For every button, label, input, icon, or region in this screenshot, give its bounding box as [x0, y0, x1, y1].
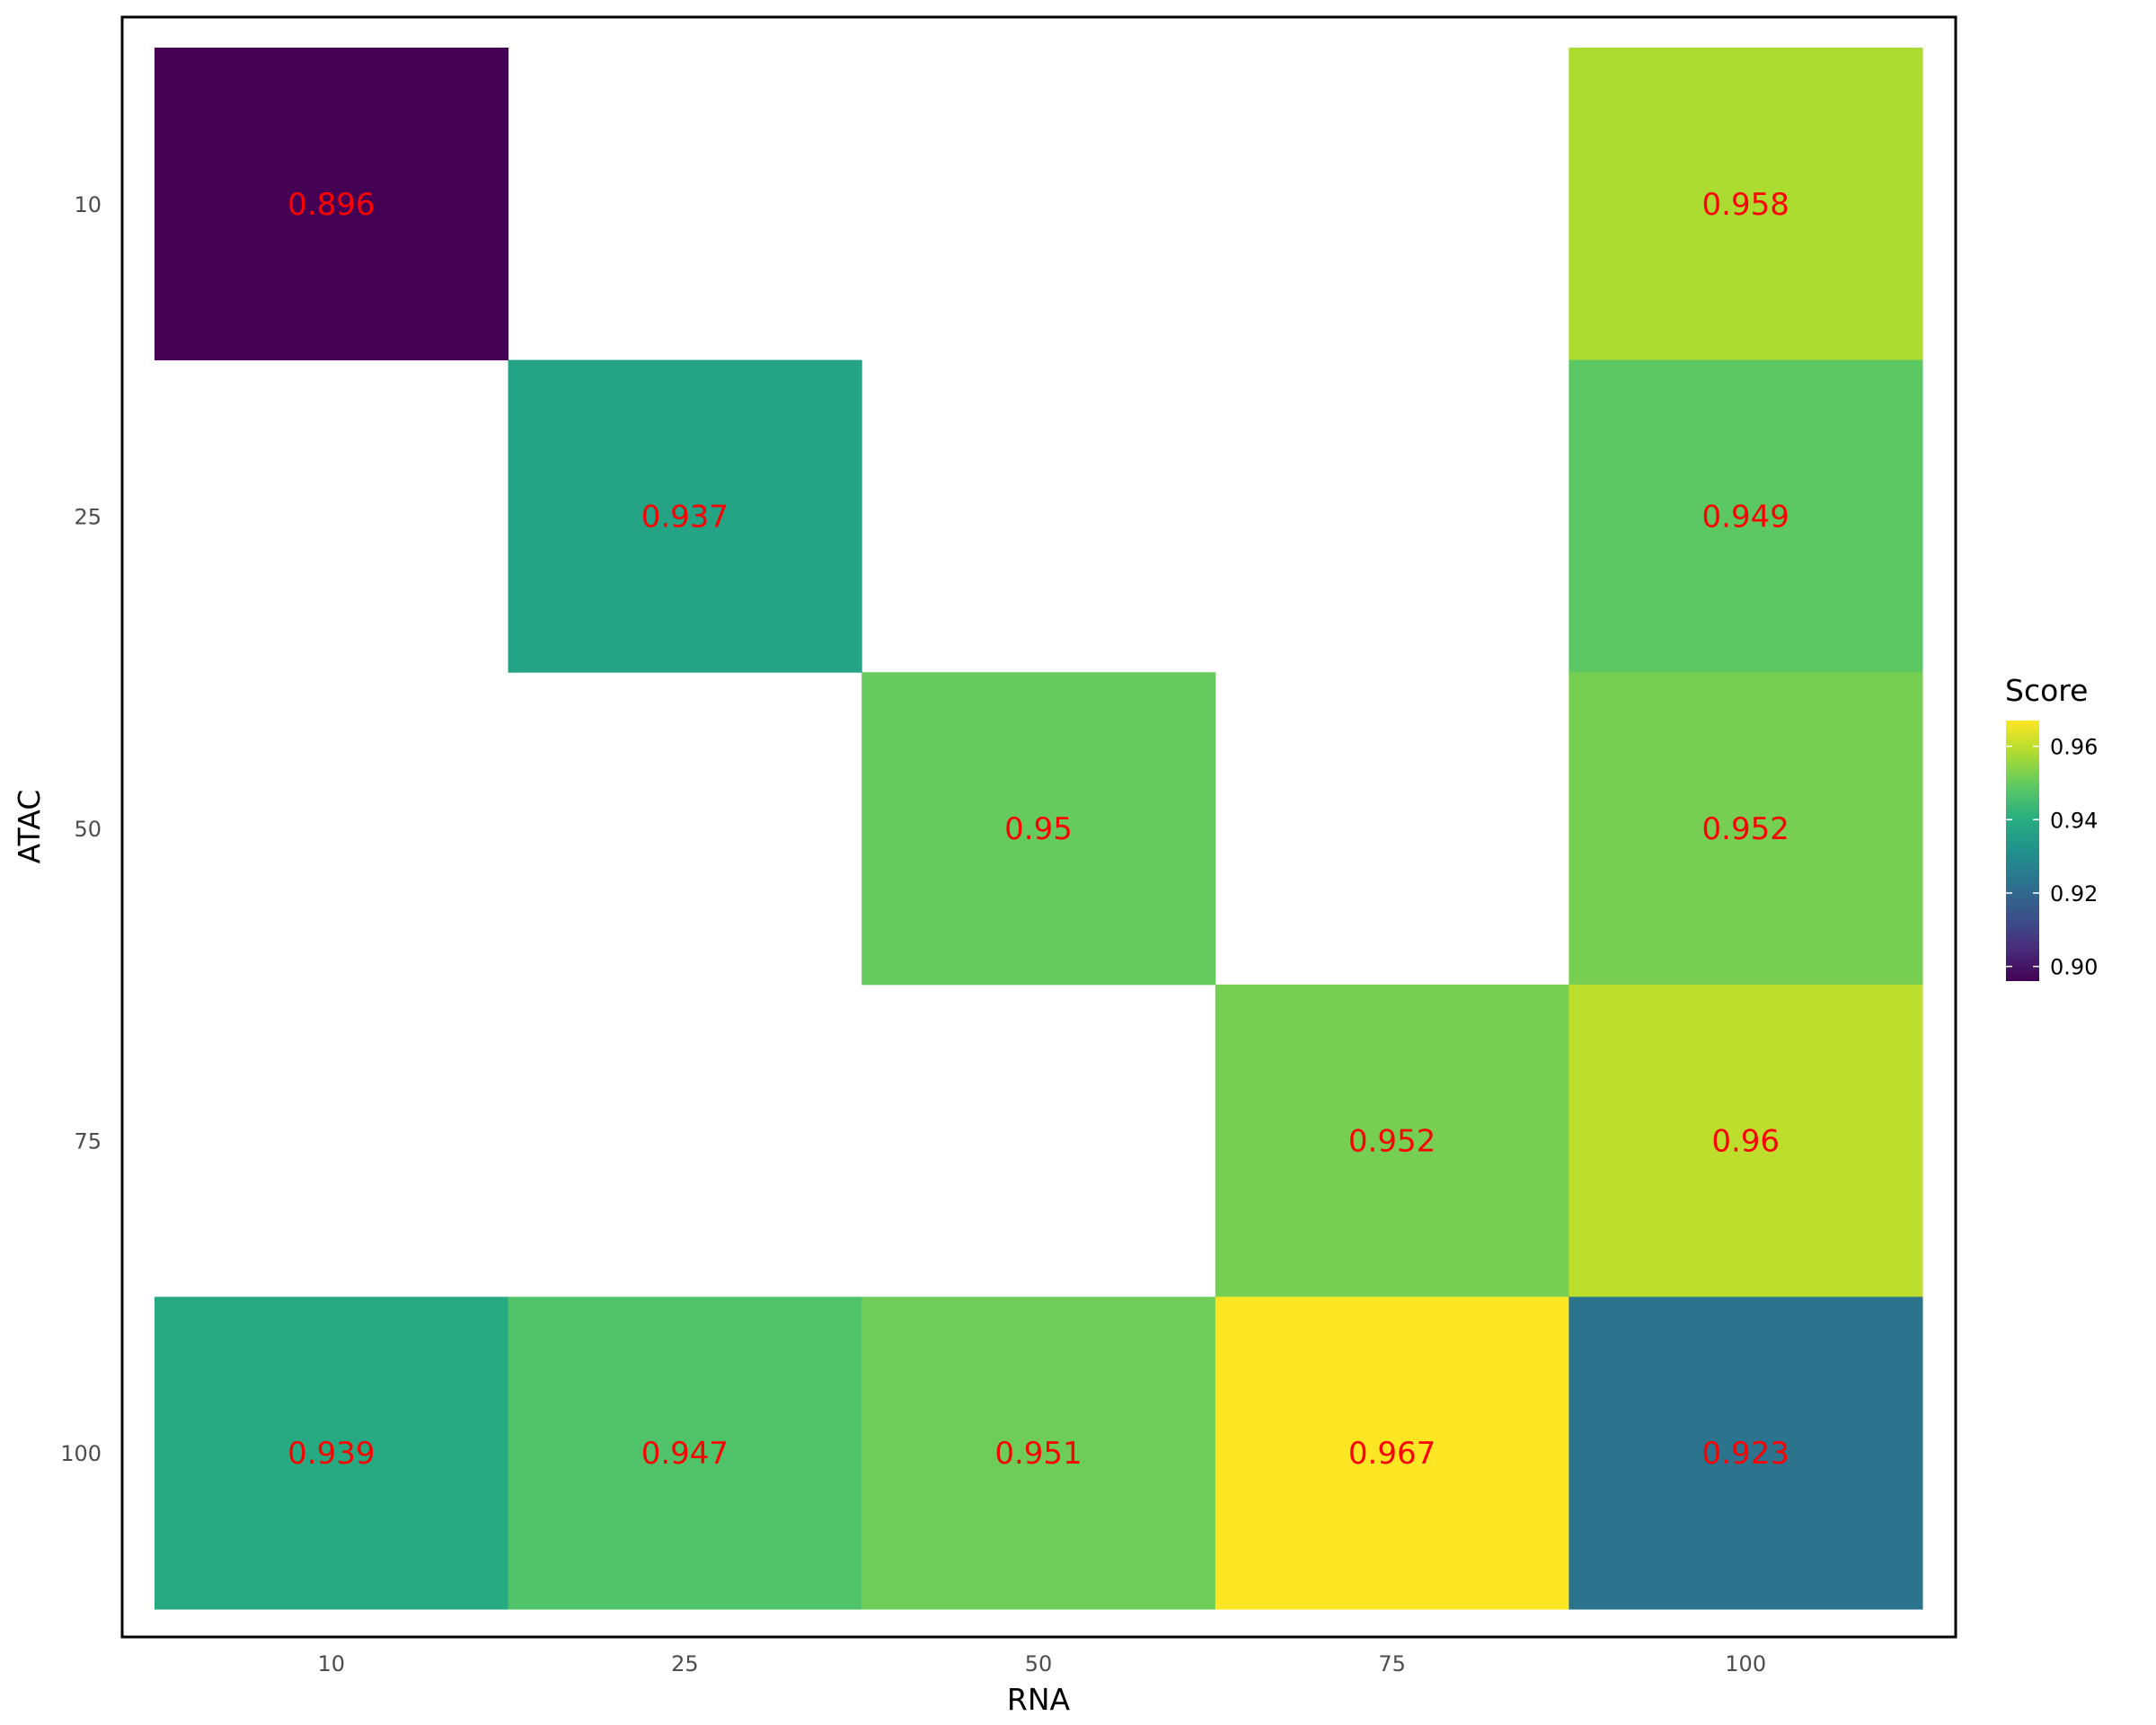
heatmap-cell — [1215, 1296, 1569, 1610]
heatmap-cell — [862, 1296, 1216, 1610]
x-axis-ticks: 10 25 50 75 100 — [318, 1651, 1767, 1676]
heatmap-cell — [1568, 48, 1923, 361]
cell-value-label: 0.952 — [1702, 811, 1789, 847]
x-tick-label: 75 — [1378, 1651, 1406, 1676]
legend-tick-label: 0.92 — [2050, 881, 2098, 907]
heatmap-cell — [1568, 1296, 1923, 1610]
heatmap-cell — [1568, 672, 1923, 986]
cell-value-labels: 0.896 0.958 0.937 0.949 0.95 0.952 0.952 0.96 0.… — [287, 187, 1789, 1472]
heatmap-cell — [862, 672, 1216, 986]
x-axis-title: RNA — [1007, 1682, 1071, 1717]
y-tick-label: 10 — [74, 192, 102, 217]
heatmap-cell — [508, 1296, 862, 1610]
heatmap-cell — [155, 1296, 509, 1610]
cell-value-label: 0.967 — [1348, 1436, 1436, 1472]
heatmap-cell — [155, 48, 509, 361]
heatmap-cell — [508, 359, 862, 673]
cell-value-label: 0.96 — [1711, 1124, 1780, 1160]
legend-tick-label: 0.94 — [2050, 808, 2098, 833]
heatmap-cell — [1568, 984, 1923, 1297]
x-tick-label: 10 — [318, 1651, 346, 1676]
cell-value-label: 0.937 — [641, 499, 729, 535]
legend-colorbar — [2006, 721, 2039, 981]
cell-value-label: 0.939 — [287, 1436, 375, 1472]
color-legend: Score 0.90 0.92 0.94 0.96 — [2005, 673, 2098, 981]
y-tick-label: 100 — [60, 1441, 102, 1466]
legend-tick-label: 0.90 — [2050, 955, 2098, 980]
cell-value-label: 0.923 — [1702, 1436, 1789, 1472]
legend-title: Score — [2005, 673, 2088, 708]
heatmap-cells — [155, 48, 1923, 1610]
legend-ticks: 0.90 0.92 0.94 0.96 — [2006, 735, 2098, 980]
heatmap-cell — [1568, 359, 1923, 673]
y-tick-label: 50 — [74, 817, 102, 842]
panel-border — [120, 15, 1957, 1639]
cell-value-label: 0.95 — [1004, 811, 1073, 847]
y-tick-label: 75 — [74, 1129, 102, 1154]
heatmap-cell — [1215, 984, 1569, 1297]
cell-value-label: 0.949 — [1702, 499, 1789, 535]
legend-tick-label: 0.96 — [2050, 735, 2098, 760]
x-tick-label: 50 — [1025, 1651, 1053, 1676]
y-axis-title: ATAC — [12, 790, 47, 864]
y-axis-ticks: 10 25 50 75 100 — [60, 192, 102, 1466]
x-tick-label: 25 — [671, 1651, 699, 1676]
cell-value-label: 0.958 — [1702, 187, 1789, 223]
cell-value-label: 0.896 — [287, 187, 375, 223]
cell-value-label: 0.947 — [641, 1436, 729, 1472]
y-tick-label: 25 — [74, 504, 102, 529]
x-tick-label: 100 — [1725, 1651, 1766, 1676]
cell-value-label: 0.951 — [994, 1436, 1082, 1472]
cell-value-label: 0.952 — [1348, 1124, 1436, 1160]
